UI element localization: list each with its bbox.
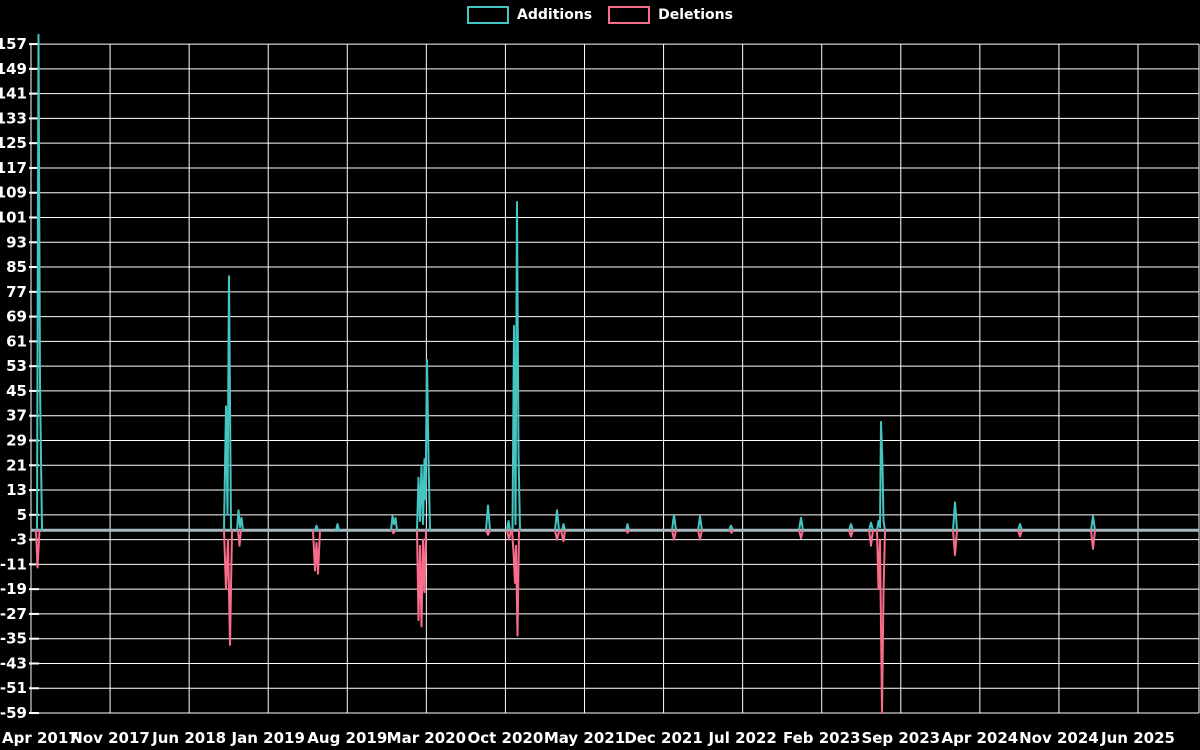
svg-text:Jul 2022: Jul 2022 bbox=[707, 729, 776, 747]
svg-text:Feb 2023: Feb 2023 bbox=[783, 729, 861, 747]
svg-text:109: 109 bbox=[0, 184, 27, 202]
svg-text:5: 5 bbox=[17, 506, 27, 524]
svg-text:Dec 2021: Dec 2021 bbox=[624, 729, 703, 747]
svg-text:85: 85 bbox=[6, 258, 27, 276]
svg-text:157: 157 bbox=[0, 35, 27, 53]
deletions-swatch-icon bbox=[608, 6, 651, 24]
svg-text:149: 149 bbox=[0, 60, 27, 78]
svg-text:Aug 2019: Aug 2019 bbox=[307, 729, 387, 747]
svg-text:69: 69 bbox=[6, 308, 27, 326]
legend-item-deletions[interactable]: Deletions bbox=[608, 6, 733, 24]
svg-text:53: 53 bbox=[6, 357, 27, 375]
svg-text:-51: -51 bbox=[0, 679, 27, 697]
svg-text:-59: -59 bbox=[0, 704, 27, 722]
svg-text:Apr 2024: Apr 2024 bbox=[941, 729, 1018, 747]
svg-text:Nov 2024: Nov 2024 bbox=[1019, 729, 1099, 747]
svg-text:-19: -19 bbox=[0, 580, 27, 598]
svg-text:13: 13 bbox=[6, 481, 27, 499]
svg-text:125: 125 bbox=[0, 134, 27, 152]
svg-text:101: 101 bbox=[0, 209, 27, 227]
data-series-lines bbox=[35, 33, 1096, 714]
svg-text:Apr 2017: Apr 2017 bbox=[2, 729, 79, 747]
svg-text:133: 133 bbox=[0, 109, 27, 127]
svg-text:-35: -35 bbox=[0, 630, 27, 648]
svg-text:Sep 2023: Sep 2023 bbox=[861, 729, 940, 747]
svg-text:Jan 2019: Jan 2019 bbox=[231, 729, 305, 747]
svg-text:May 2021: May 2021 bbox=[544, 729, 625, 747]
legend-item-additions[interactable]: Additions bbox=[467, 6, 592, 24]
legend-label-additions: Additions bbox=[517, 7, 593, 23]
svg-text:61: 61 bbox=[6, 332, 27, 350]
svg-text:77: 77 bbox=[6, 283, 27, 301]
y-axis-labels: 157 149 141 133 125 117 109 101 93 85 77 69 61 53 45 37… bbox=[0, 35, 27, 722]
chart-legend: Additions Deletions bbox=[0, 6, 1200, 24]
svg-text:Jun 2025: Jun 2025 bbox=[1100, 729, 1175, 747]
horizontal-gridlines bbox=[31, 43, 1199, 714]
svg-text:45: 45 bbox=[6, 382, 27, 400]
svg-text:-27: -27 bbox=[0, 605, 27, 623]
svg-text:141: 141 bbox=[0, 85, 27, 103]
svg-text:29: 29 bbox=[6, 431, 27, 449]
legend-label-deletions: Deletions bbox=[658, 7, 733, 23]
additions-swatch-icon bbox=[467, 6, 510, 24]
svg-text:-3: -3 bbox=[10, 531, 27, 549]
svg-text:21: 21 bbox=[6, 456, 27, 474]
svg-text:-43: -43 bbox=[0, 654, 27, 672]
svg-text:Jun 2018: Jun 2018 bbox=[151, 729, 226, 747]
svg-text:Nov 2017: Nov 2017 bbox=[70, 729, 150, 747]
svg-text:117: 117 bbox=[0, 159, 27, 177]
svg-text:-11: -11 bbox=[0, 555, 27, 573]
svg-text:Mar 2020: Mar 2020 bbox=[387, 729, 466, 747]
svg-text:37: 37 bbox=[6, 407, 27, 425]
vertical-gridlines bbox=[30, 44, 1200, 713]
svg-text:93: 93 bbox=[6, 233, 27, 251]
svg-text:Oct 2020: Oct 2020 bbox=[468, 729, 544, 747]
